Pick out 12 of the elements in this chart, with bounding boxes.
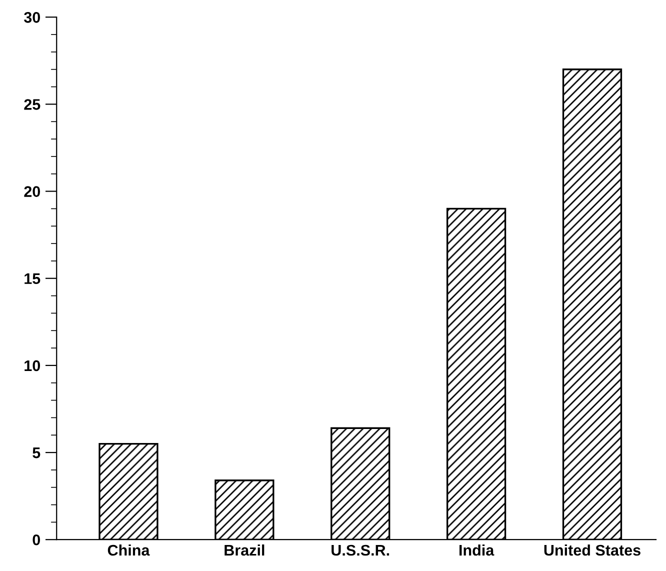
y-tick-label: 20 xyxy=(24,186,40,197)
x-tick-label: U.S.S.R. xyxy=(332,544,390,556)
y-tick-label: 30 xyxy=(24,12,40,23)
x-tick-label: Brazil xyxy=(224,544,264,556)
x-tick-label: United States xyxy=(544,544,640,556)
y-tick-label: 25 xyxy=(24,99,40,110)
y-tick-label: 15 xyxy=(24,273,40,284)
x-tick-label: India xyxy=(460,544,494,556)
x-tick-label: China xyxy=(108,544,150,556)
y-tick-label: 10 xyxy=(24,360,40,372)
y-tick-label: 0 xyxy=(32,534,40,546)
y-tick-label: 5 xyxy=(32,448,40,458)
